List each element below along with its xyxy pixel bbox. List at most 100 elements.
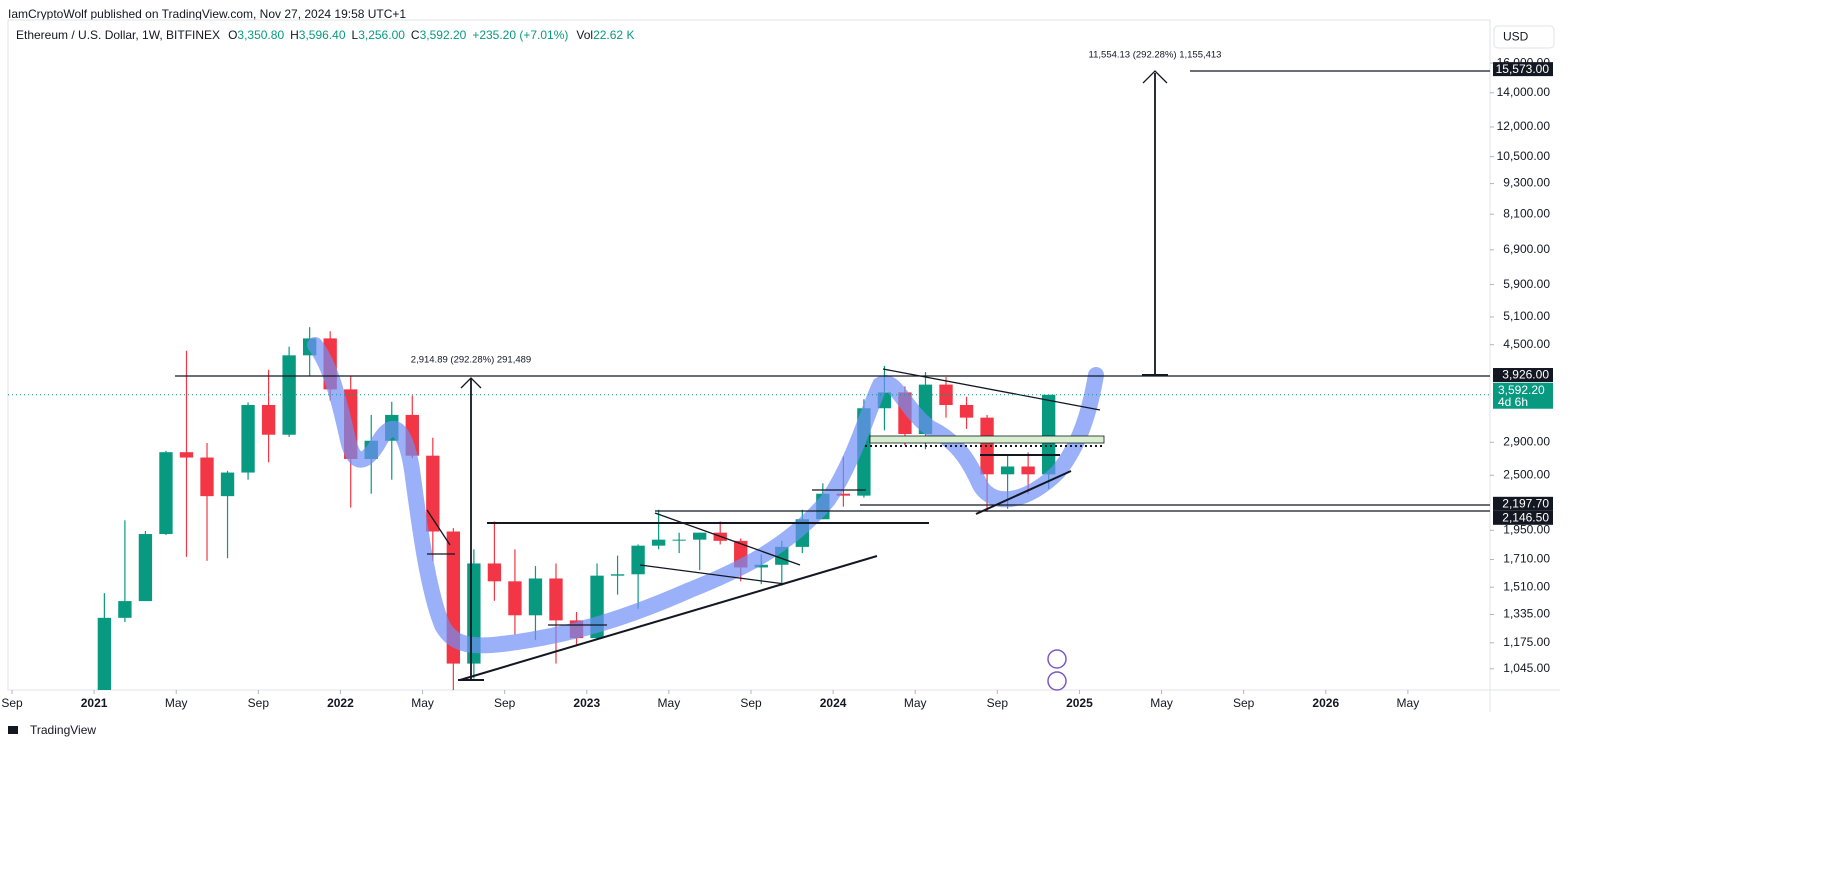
y-tick-label: 1,335.00 bbox=[1503, 607, 1550, 621]
zone bbox=[869, 435, 1105, 444]
candle-body bbox=[1041, 394, 1056, 475]
vol-label: Vol bbox=[576, 28, 593, 42]
y-tick-label: 8,100.00 bbox=[1503, 206, 1550, 220]
candle-body bbox=[1021, 466, 1035, 475]
footer: TradingView bbox=[8, 723, 96, 737]
legend-text: Ethereum / U.S. Dollar, 1W, BITFINEX O3,3… bbox=[16, 28, 634, 42]
candle-body bbox=[651, 539, 666, 546]
price-label: 2,197.70 bbox=[1502, 496, 1549, 510]
y-tick-label: 4,500.00 bbox=[1503, 337, 1550, 351]
trend-line bbox=[459, 555, 878, 681]
x-tick-label: May bbox=[658, 696, 681, 710]
x-tick-label: 2026 bbox=[1312, 696, 1339, 710]
price-label: 3,926.00 bbox=[1502, 368, 1549, 382]
candle-body bbox=[138, 534, 153, 602]
y-tick-label: 1,510.00 bbox=[1503, 579, 1550, 593]
price-label-box bbox=[1493, 62, 1553, 77]
candle-body bbox=[980, 417, 994, 475]
price-label-box bbox=[1493, 510, 1553, 525]
price-label: 15,573.00 bbox=[1496, 62, 1550, 76]
event-icon[interactable] bbox=[1047, 649, 1067, 669]
x-tick-label: 2024 bbox=[820, 696, 847, 710]
measure-label: 11,554.13 (292.28%) 1,155,413 bbox=[1089, 50, 1222, 61]
x-tick-label: 2021 bbox=[81, 696, 108, 710]
publisher: IamCryptoWolf published on TradingView.c… bbox=[8, 7, 406, 21]
event-icon[interactable] bbox=[1047, 671, 1067, 691]
candle-body bbox=[220, 472, 235, 497]
x-tick-label: 2023 bbox=[573, 696, 600, 710]
price-label-box bbox=[1493, 496, 1553, 511]
trend-line bbox=[639, 564, 786, 585]
candle-body bbox=[836, 493, 851, 496]
y-tick-label: 10,500.00 bbox=[1497, 149, 1551, 163]
legend: Ethereum / U.S. Dollar, 1W, BITFINEX O3,3… bbox=[16, 28, 634, 42]
candle-body bbox=[528, 578, 543, 616]
candle-body bbox=[939, 384, 953, 405]
candle-body bbox=[97, 617, 112, 690]
o-label: O bbox=[228, 28, 237, 42]
y-tick-label: 5,900.00 bbox=[1503, 277, 1550, 291]
l-label: L bbox=[352, 28, 359, 42]
measure-label: 2,914.89 (292.28%) 291,489 bbox=[411, 355, 531, 366]
drawings bbox=[175, 70, 1490, 681]
logo bbox=[8, 726, 18, 734]
y-tick-label: 1,175.00 bbox=[1503, 635, 1550, 649]
open: 3,350.80 bbox=[237, 28, 284, 42]
candle-body bbox=[959, 404, 974, 418]
candle-body bbox=[508, 581, 522, 616]
candle-body bbox=[631, 545, 645, 575]
h-label: H bbox=[290, 28, 299, 42]
candle-body bbox=[261, 404, 276, 435]
c-label: C bbox=[411, 28, 420, 42]
x-tick-label: Sep bbox=[987, 696, 1009, 710]
projection-curve bbox=[307, 337, 1104, 654]
candle-body bbox=[1000, 466, 1015, 475]
x-tick-label: May bbox=[411, 696, 434, 710]
y-tick-label: 1,045.00 bbox=[1503, 661, 1550, 675]
countdown-label: 4d 6h bbox=[1498, 395, 1528, 409]
low: 3,256.00 bbox=[358, 28, 405, 42]
current-price-label: 3,592.20 bbox=[1498, 383, 1545, 397]
x-tick-label: May bbox=[1397, 696, 1420, 710]
trend-line bbox=[426, 509, 451, 546]
change: +235.20 (+7.01%) bbox=[472, 28, 568, 42]
currency-button[interactable] bbox=[1493, 25, 1555, 49]
y-tick-label: 12,000.00 bbox=[1497, 119, 1551, 133]
candle-body bbox=[487, 563, 502, 582]
x-tick-label: May bbox=[904, 696, 927, 710]
x-tick-label: Sep bbox=[740, 696, 762, 710]
x-tick-label: Sep bbox=[1, 696, 23, 710]
candle-body bbox=[118, 601, 132, 618]
trend-line bbox=[654, 512, 801, 566]
price-label-box bbox=[1493, 368, 1553, 383]
trend-line bbox=[975, 470, 1072, 515]
arrow-head bbox=[460, 377, 482, 389]
candle-body bbox=[672, 539, 686, 541]
candle-body bbox=[282, 355, 296, 435]
y-tick-label: 5,100.00 bbox=[1503, 309, 1550, 323]
x-tick-label: 2025 bbox=[1066, 696, 1093, 710]
y-tick-label: 2,900.00 bbox=[1503, 434, 1550, 448]
y-tick-label: 1,950.00 bbox=[1503, 523, 1550, 537]
y-tick-label: 1,710.00 bbox=[1503, 552, 1550, 566]
candle-body bbox=[241, 404, 255, 473]
x-tick-label: May bbox=[165, 696, 188, 710]
price-label: 2,146.50 bbox=[1502, 510, 1549, 524]
y-tick-label: 14,000.00 bbox=[1497, 85, 1551, 99]
candle-body bbox=[754, 564, 768, 568]
y-tick-label: 6,900.00 bbox=[1503, 242, 1550, 256]
x-tick-label: Sep bbox=[248, 696, 270, 710]
footer-brand: TradingView bbox=[30, 723, 96, 737]
symbol: Ethereum / U.S. Dollar, 1W, BITFINEX bbox=[16, 28, 220, 42]
x-tick-label: May bbox=[1150, 696, 1173, 710]
y-tick-label: 2,500.00 bbox=[1503, 467, 1550, 481]
y-tick-label: 9,300.00 bbox=[1503, 176, 1550, 190]
x-tick-label: Sep bbox=[1233, 696, 1255, 710]
volume: 22.62 K bbox=[593, 28, 634, 42]
arrow-head bbox=[1142, 70, 1168, 84]
currency-label: USD bbox=[1503, 30, 1529, 44]
trend-line bbox=[882, 368, 1101, 411]
candle-body bbox=[200, 457, 214, 497]
candle-body bbox=[159, 452, 173, 535]
